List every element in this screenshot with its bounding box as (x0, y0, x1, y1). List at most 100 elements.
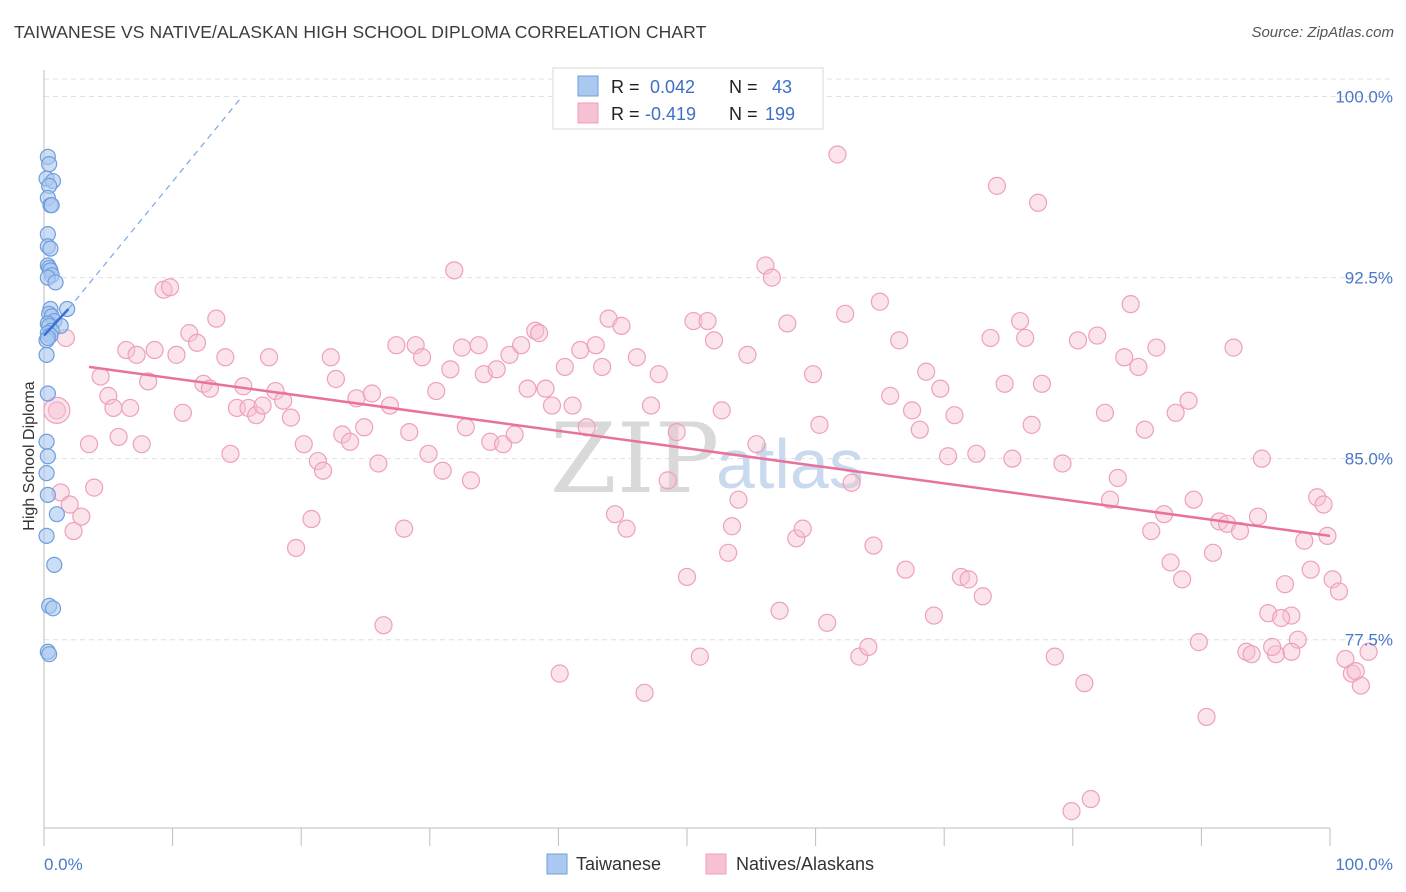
taiwanese-trend-extension (67, 96, 243, 310)
natives-points (43, 145, 1378, 821)
natives-point (419, 444, 438, 463)
natives-point (1045, 647, 1064, 666)
natives-point (810, 415, 829, 434)
natives-point (902, 401, 922, 420)
natives-point (1147, 338, 1166, 357)
natives-point (412, 348, 432, 367)
natives-point (64, 521, 83, 541)
natives-point (1359, 642, 1378, 661)
natives-point (1100, 490, 1120, 509)
natives-point (787, 529, 806, 548)
natives-point (542, 396, 562, 415)
natives-point (180, 324, 199, 343)
natives-point (836, 304, 855, 323)
natives-point (586, 336, 605, 355)
legend-swatch-taiwanese (577, 75, 599, 97)
taiwanese-point (42, 240, 59, 257)
natives-point (387, 336, 406, 355)
natives-point (461, 471, 481, 490)
natives-point (72, 507, 91, 526)
natives-point (1121, 295, 1140, 314)
legend-r-value-natives: -0.419 (645, 104, 696, 124)
natives-point (563, 396, 582, 415)
natives-point (973, 587, 992, 606)
natives-point (712, 401, 731, 420)
natives-point (690, 647, 709, 666)
natives-point (910, 420, 929, 439)
natives-point (494, 435, 513, 454)
x-tick-label: 0.0% (44, 855, 83, 874)
natives-point (658, 471, 677, 490)
series-legend-natives: Natives/Alaskans (736, 854, 874, 874)
natives-point (99, 386, 118, 405)
trend-lines (43, 96, 1331, 538)
natives-point (667, 423, 686, 442)
taiwanese-point (46, 556, 63, 573)
natives-point (1197, 707, 1216, 727)
natives-point (355, 418, 374, 437)
natives-point (326, 369, 346, 389)
natives-point (536, 379, 555, 398)
natives-point (1295, 531, 1314, 550)
natives-point (593, 357, 612, 377)
natives-point (1184, 490, 1203, 509)
taiwanese-point (43, 197, 60, 214)
natives-point (967, 444, 986, 463)
natives-point (698, 311, 717, 331)
taiwanese-point (38, 527, 55, 545)
natives-point (1095, 403, 1115, 422)
natives-point (1068, 331, 1088, 350)
natives-point (896, 560, 915, 579)
taiwanese-point (47, 274, 64, 291)
natives-point (1351, 676, 1370, 695)
taiwanese-point (38, 465, 55, 482)
natives-point (704, 331, 724, 350)
natives-point (60, 495, 79, 514)
natives-point (302, 509, 321, 529)
natives-point (340, 432, 360, 451)
natives-point (187, 333, 207, 352)
natives-point (1062, 802, 1081, 821)
legend-n-label-taiwanese: N = (729, 77, 758, 97)
natives-point (627, 348, 646, 367)
natives-point (139, 372, 158, 391)
natives-point (445, 261, 464, 280)
taiwanese-points (38, 148, 76, 663)
natives-point (1108, 468, 1127, 488)
taiwanese-point (39, 385, 56, 402)
x-tick-labels: 0.0% 100.0% (44, 855, 1393, 874)
natives-point (917, 362, 936, 381)
natives-point (313, 461, 333, 480)
legend-r-label-taiwanese: R = (611, 77, 640, 97)
natives-point (641, 396, 661, 415)
natives-point (677, 567, 697, 587)
natives-point (1088, 326, 1107, 345)
natives-point (400, 423, 419, 442)
natives-point (778, 314, 797, 333)
natives-point (216, 348, 235, 367)
natives-point (91, 367, 110, 386)
natives-point (1142, 521, 1161, 541)
natives-point (649, 365, 668, 384)
natives-point (864, 536, 883, 555)
natives-point (85, 478, 104, 497)
natives-point (47, 401, 66, 420)
natives-point (1282, 642, 1301, 661)
natives-trend-line (88, 365, 1331, 538)
natives-point (1314, 495, 1333, 514)
natives-point (1166, 403, 1185, 422)
natives-point (635, 683, 654, 702)
natives-point (571, 340, 590, 360)
natives-point (518, 379, 537, 398)
natives-point (239, 398, 258, 418)
natives-point (738, 345, 757, 364)
series-legend: Taiwanese Natives/Alaskans (546, 853, 874, 875)
natives-point (333, 425, 352, 444)
natives-point (1263, 637, 1282, 657)
natives-point (1161, 553, 1180, 572)
y-axis-label: High School Diploma (21, 381, 38, 531)
natives-point (803, 365, 823, 384)
series-legend-swatch-taiwanese (546, 853, 568, 875)
natives-point (1135, 420, 1154, 439)
